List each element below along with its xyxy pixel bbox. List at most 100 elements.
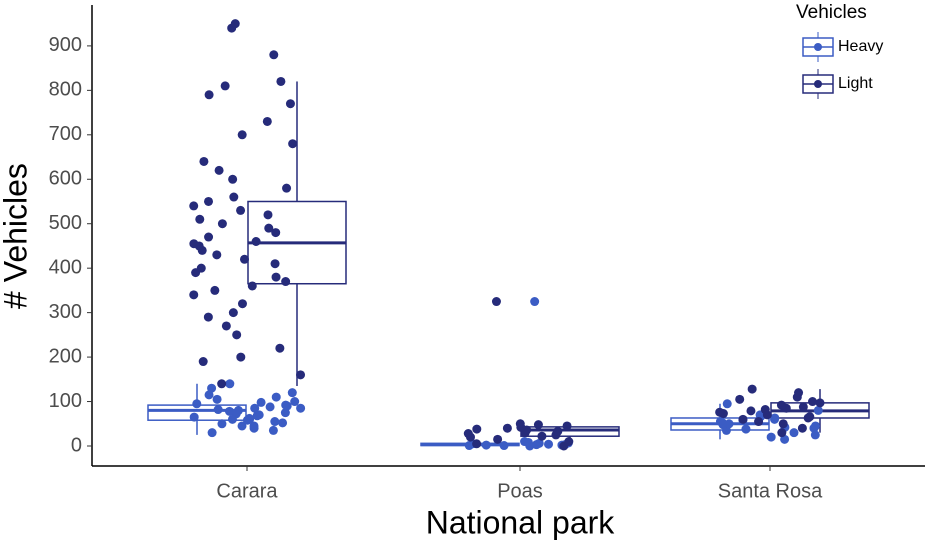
point xyxy=(722,399,732,409)
point xyxy=(499,441,509,451)
point xyxy=(228,174,238,184)
point xyxy=(210,285,220,295)
point xyxy=(270,417,280,427)
point xyxy=(746,406,756,416)
point xyxy=(231,408,241,418)
point xyxy=(715,407,725,417)
point xyxy=(290,397,300,407)
point xyxy=(225,379,235,389)
point xyxy=(227,414,237,424)
point xyxy=(237,130,247,140)
point xyxy=(278,418,288,428)
point xyxy=(808,397,818,407)
point xyxy=(251,237,261,247)
point xyxy=(195,214,205,224)
point xyxy=(228,308,238,318)
point xyxy=(189,412,199,422)
point xyxy=(515,419,525,429)
point xyxy=(520,437,530,447)
point xyxy=(214,165,224,175)
point xyxy=(530,297,540,307)
point xyxy=(271,228,281,238)
point xyxy=(199,156,209,166)
y-tick-label: 300 xyxy=(49,301,82,323)
point xyxy=(810,430,820,440)
legend-key xyxy=(814,43,822,51)
legend-key xyxy=(814,80,822,88)
point xyxy=(217,419,227,429)
point xyxy=(270,259,280,269)
point xyxy=(747,384,757,394)
point xyxy=(811,421,821,431)
point xyxy=(217,219,227,229)
point xyxy=(189,239,199,249)
legend-title: Vehicles xyxy=(796,2,867,23)
point xyxy=(196,263,206,273)
y-tick-label: 900 xyxy=(49,34,82,56)
point xyxy=(204,90,214,100)
y-tick-label: 100 xyxy=(49,390,82,412)
point xyxy=(281,277,291,287)
point xyxy=(237,421,247,431)
point xyxy=(281,400,291,410)
point xyxy=(798,402,808,412)
point xyxy=(533,420,543,430)
point xyxy=(472,424,482,434)
point xyxy=(192,399,202,409)
point xyxy=(562,421,572,431)
x-tick-label: Carara xyxy=(216,480,278,502)
point xyxy=(207,383,217,393)
point xyxy=(247,281,257,291)
point xyxy=(534,438,544,448)
point xyxy=(296,403,306,413)
point xyxy=(189,290,199,300)
point xyxy=(236,352,246,362)
point xyxy=(264,223,274,233)
point xyxy=(204,232,214,242)
point xyxy=(738,414,748,424)
point xyxy=(203,312,213,322)
point xyxy=(269,50,279,60)
point xyxy=(263,210,273,220)
point xyxy=(276,76,286,86)
point xyxy=(735,394,745,404)
point xyxy=(553,426,563,436)
point xyxy=(813,405,823,415)
y-tick-label: 800 xyxy=(49,79,82,101)
x-tick-label: Santa Rosa xyxy=(718,480,823,502)
point xyxy=(265,402,275,412)
point xyxy=(805,412,815,422)
point xyxy=(229,192,239,202)
point xyxy=(544,439,554,449)
point xyxy=(204,196,214,206)
point xyxy=(288,139,298,149)
point xyxy=(502,423,512,433)
point xyxy=(715,417,725,427)
point xyxy=(797,423,807,433)
point xyxy=(250,403,260,413)
point xyxy=(463,429,473,439)
point xyxy=(770,413,780,423)
point xyxy=(198,357,208,367)
point xyxy=(244,413,254,423)
point xyxy=(815,398,825,408)
point xyxy=(491,297,501,307)
point xyxy=(256,397,266,407)
x-tick-label: Poas xyxy=(497,480,543,502)
point xyxy=(794,388,804,398)
point xyxy=(285,99,295,109)
point xyxy=(212,394,222,404)
point xyxy=(564,437,574,447)
point xyxy=(224,406,234,416)
point xyxy=(237,299,247,309)
point xyxy=(282,183,292,193)
point xyxy=(220,81,230,91)
point xyxy=(296,370,306,380)
point xyxy=(754,417,764,427)
point xyxy=(275,343,285,353)
point xyxy=(766,432,776,442)
x-axis-title: National park xyxy=(426,504,616,540)
y-tick-label: 700 xyxy=(49,123,82,145)
y-tick-label: 500 xyxy=(49,212,82,234)
